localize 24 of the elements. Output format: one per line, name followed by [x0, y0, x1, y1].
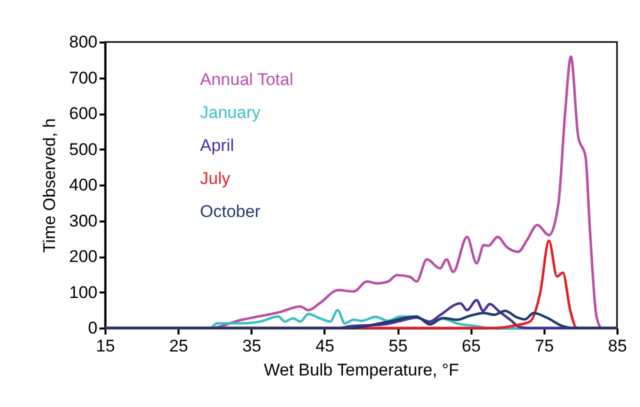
text: July — [200, 169, 231, 188]
y-tick-label: 800 — [69, 32, 98, 52]
y-tick-label: 300 — [69, 211, 98, 230]
text: January — [200, 103, 261, 122]
x-tick-label: 35 — [242, 336, 262, 356]
x-axis-title: Wet Bulb Temperature, °F — [264, 360, 460, 380]
x-tick-label: 75 — [534, 336, 554, 356]
y-tick-label: 0 — [88, 318, 98, 338]
y-tick-label: 600 — [69, 104, 98, 123]
text: April — [200, 136, 234, 155]
x-tick-label: 45 — [315, 336, 334, 356]
y-tick-label: 500 — [69, 140, 98, 159]
x-tick-label: 65 — [462, 336, 481, 356]
text: Annual Total — [200, 70, 294, 89]
y-tick-label: 400 — [69, 176, 98, 194]
y-axis-title: Time Observed, h — [40, 118, 60, 253]
y-tick-label: 200 — [69, 247, 98, 266]
x-tick-label: 55 — [388, 336, 408, 356]
y-tick-label: 100 — [69, 282, 98, 302]
x-tick-label: 15 — [96, 336, 115, 356]
x-tick-label: 25 — [169, 336, 188, 356]
y-tick-label: 700 — [69, 68, 98, 88]
x-tick-label: 85 — [608, 336, 627, 356]
text: October — [200, 202, 261, 221]
